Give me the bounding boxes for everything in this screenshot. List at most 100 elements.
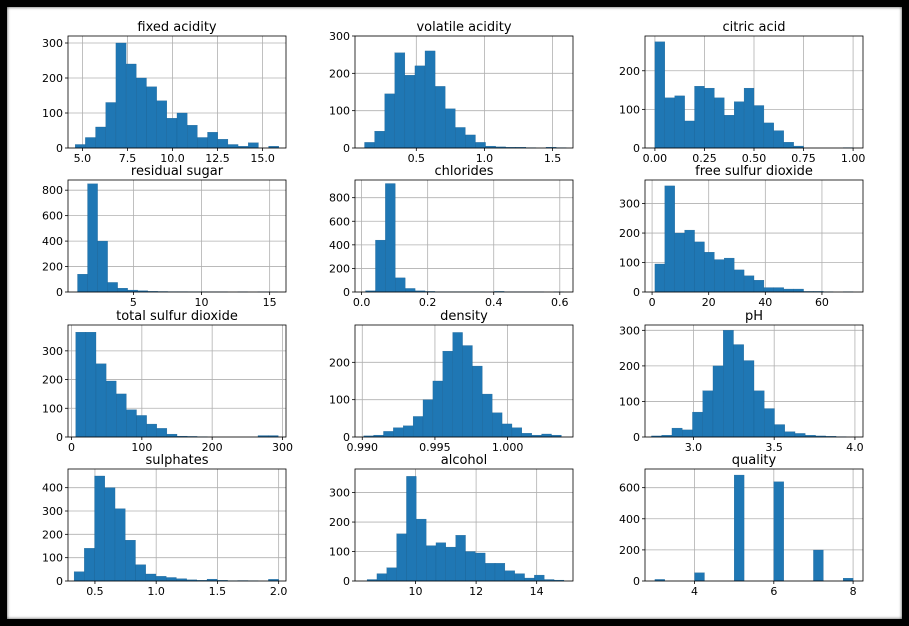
- histogram-bar: [465, 134, 476, 149]
- histogram-bar: [434, 86, 446, 149]
- axes-frame: [354, 179, 574, 293]
- histogram-bar: [94, 475, 105, 582]
- histogram-bar: [773, 130, 784, 149]
- histogram-bar: [504, 570, 515, 582]
- subplot-title: citric acid: [722, 20, 785, 35]
- histogram-bar: [77, 274, 88, 293]
- x-tick-label: 0.995: [419, 441, 451, 454]
- histogram-bar: [375, 239, 386, 293]
- histogram-bar: [166, 118, 178, 149]
- histogram-bar: [432, 380, 443, 438]
- x-tick-label: 200: [202, 441, 223, 454]
- histogram-bar: [227, 144, 239, 149]
- x-tick-label: 0.5: [408, 152, 426, 165]
- y-tick-label: 0: [633, 431, 640, 444]
- x-tick-label: 0.50: [742, 152, 767, 165]
- y-tick-label: 200: [42, 72, 63, 85]
- subplot-title: free sulfur dioxide: [695, 164, 813, 179]
- histogram-bar: [694, 86, 705, 149]
- histogram-bar: [386, 567, 397, 582]
- histogram-bar: [395, 277, 406, 293]
- y-tick-label: 200: [329, 262, 350, 275]
- histogram-bar: [714, 97, 725, 149]
- histogram-bar: [462, 345, 473, 438]
- histogram-bar: [694, 241, 705, 293]
- subplot-chlorides: chlorides 0.0 0.2 0.4 0.6 0 200 400 600 800: [329, 164, 574, 309]
- histogram-bar: [452, 332, 463, 438]
- subplot-fixed-acidity: fixed acidity 5.0 7.5 10.0 12.5 15.0 0 100 200 30…: [42, 20, 287, 165]
- y-tick-label: 200: [619, 227, 640, 240]
- histogram-bar: [85, 137, 96, 149]
- histogram-bar: [97, 240, 108, 293]
- histogram-bar: [734, 474, 745, 582]
- histogram-bar: [405, 288, 416, 293]
- histogram-bar: [793, 288, 804, 293]
- histogram-bar: [743, 275, 755, 293]
- x-tick-label: 0.6: [551, 296, 569, 309]
- y-tick-label: 0: [633, 142, 640, 155]
- x-tick-label: 40: [758, 296, 772, 309]
- y-tick-label: 100: [329, 546, 350, 559]
- x-tick-label: 1.5: [209, 585, 227, 598]
- x-tick-label: 0.0: [353, 296, 371, 309]
- histogram-bar: [166, 577, 177, 582]
- x-tick-label: 1.5: [544, 152, 562, 165]
- y-tick-label: 100: [329, 105, 350, 118]
- histogram-bar: [702, 390, 714, 438]
- histogram-bar: [95, 126, 106, 149]
- histogram-bar: [773, 287, 784, 293]
- histogram-bar: [393, 427, 404, 438]
- x-tick-label: 3.0: [685, 441, 703, 454]
- histogram-bar: [734, 269, 745, 293]
- histogram-bar: [85, 332, 97, 438]
- histogram-bar: [156, 428, 168, 438]
- histogram-bar: [217, 139, 229, 149]
- histogram-bar: [521, 433, 532, 438]
- y-tick-label: 400: [329, 239, 350, 252]
- x-tick-label: 100: [131, 441, 152, 454]
- histogram-bar: [115, 42, 127, 149]
- histogram-bar: [674, 232, 685, 293]
- histogram-bar: [465, 551, 476, 582]
- x-tick-label: 60: [815, 296, 829, 309]
- x-tick-label: 0.5: [86, 585, 104, 598]
- histogram-bar: [176, 112, 188, 149]
- histogram-bar: [126, 409, 137, 438]
- histogram-bar: [435, 542, 446, 582]
- histogram-bar: [416, 518, 427, 582]
- histogram-bar: [394, 52, 406, 149]
- histogram-bar: [671, 427, 683, 438]
- histogram-bar: [475, 552, 486, 582]
- x-tick-label: 3.5: [765, 441, 783, 454]
- histogram-bar: [743, 360, 755, 438]
- histogram-bar: [155, 576, 167, 582]
- histogram-bar: [455, 535, 466, 582]
- subplot-total-sulfur-dioxide: total sulfur dioxide 0 100 200 300 0 100 200 300: [42, 309, 293, 454]
- axes-frame: [67, 324, 287, 438]
- histogram-bar: [455, 127, 466, 149]
- histogram-bar: [426, 545, 437, 582]
- y-tick-label: 300: [619, 198, 640, 211]
- subplot-volatile-acidity: volatile acidity 0.5 1.0 1.5 0 100 200 300: [329, 20, 574, 165]
- y-tick-label: 100: [42, 107, 63, 120]
- x-tick-label: 4: [691, 585, 698, 598]
- subplot-title: fixed acidity: [137, 20, 217, 35]
- histogram-bar: [664, 185, 675, 293]
- y-tick-label: 300: [42, 345, 63, 358]
- x-tick-label: 15: [263, 296, 277, 309]
- x-tick-label: 14: [530, 585, 544, 598]
- y-tick-label: 400: [42, 482, 63, 495]
- subplot-residual-sugar: residual sugar 5 10 15 0 200 400 600 800: [42, 164, 287, 309]
- histogram-bar: [773, 481, 784, 582]
- histogram-bar: [724, 115, 735, 149]
- y-tick-label: 0: [56, 575, 63, 588]
- x-tick-label: 0.4: [485, 296, 503, 309]
- y-tick-label: 800: [329, 192, 350, 205]
- histogram-bar: [84, 548, 95, 582]
- histogram-bar: [482, 393, 493, 438]
- x-tick-label: 15.0: [250, 152, 275, 165]
- y-tick-label: 300: [329, 487, 350, 500]
- subplot-quality: quality 4 6 8 0 200 400 600: [619, 453, 864, 598]
